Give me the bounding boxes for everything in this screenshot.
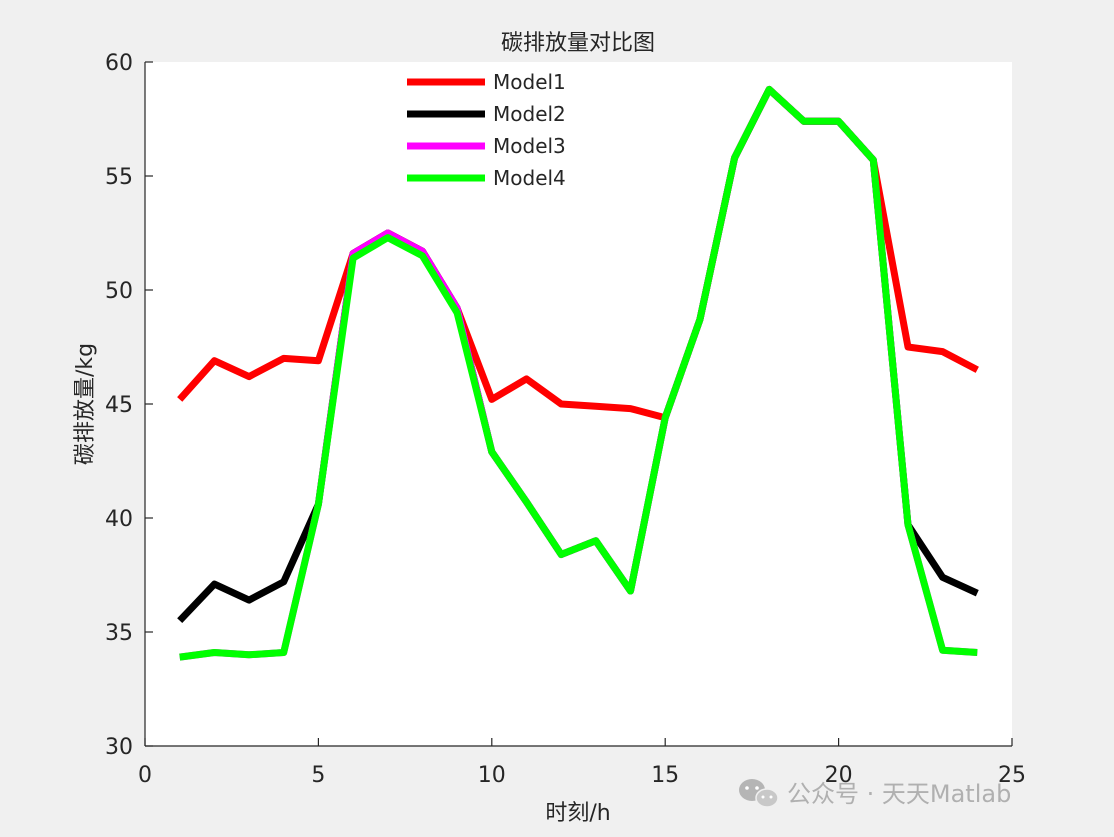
y-tick-label: 30 [105,735,133,760]
legend: Model1 Model2 Model3 Model4 [407,70,566,190]
chart-title: 碳排放量对比图 [501,31,655,56]
y-tick-label: 50 [105,279,133,304]
legend-label: Model3 [493,134,566,158]
legend-label: Model2 [493,102,566,126]
y-tick-label: 45 [105,393,133,418]
watermark: 公众号 · 天天Matlab [739,779,1011,808]
y-axis-label: 碳排放量/kg [73,343,98,465]
legend-item: Model2 [407,102,566,126]
y-tick-label: 55 [105,165,133,190]
x-tick-label: 20 [825,763,853,788]
series-layer [177,85,979,661]
series-line [179,85,978,661]
y-tick-label: 35 [105,621,133,646]
x-tick-label: 15 [651,763,679,788]
legend-label: Model4 [493,166,566,190]
wechat-icon [739,779,779,808]
y-tick-label: 40 [105,507,133,532]
x-tick-label: 5 [311,763,325,788]
watermark-text: 公众号 · 天天Matlab [787,780,1011,808]
legend-label: Model1 [493,70,566,94]
x-tick-label: 25 [998,763,1026,788]
y-tick-label: 60 [105,51,133,76]
legend-item: Model3 [407,134,566,158]
x-axis-label: 时刻/h [545,801,610,826]
legend-item: Model1 [407,70,566,94]
x-tick-label: 0 [138,763,152,788]
axis-layer: 0 5 10 15 20 25 30 35 40 45 50 55 60 [105,51,1026,788]
series-Model4 [179,85,978,661]
x-tick-label: 10 [478,763,506,788]
legend-item: Model4 [407,166,566,190]
